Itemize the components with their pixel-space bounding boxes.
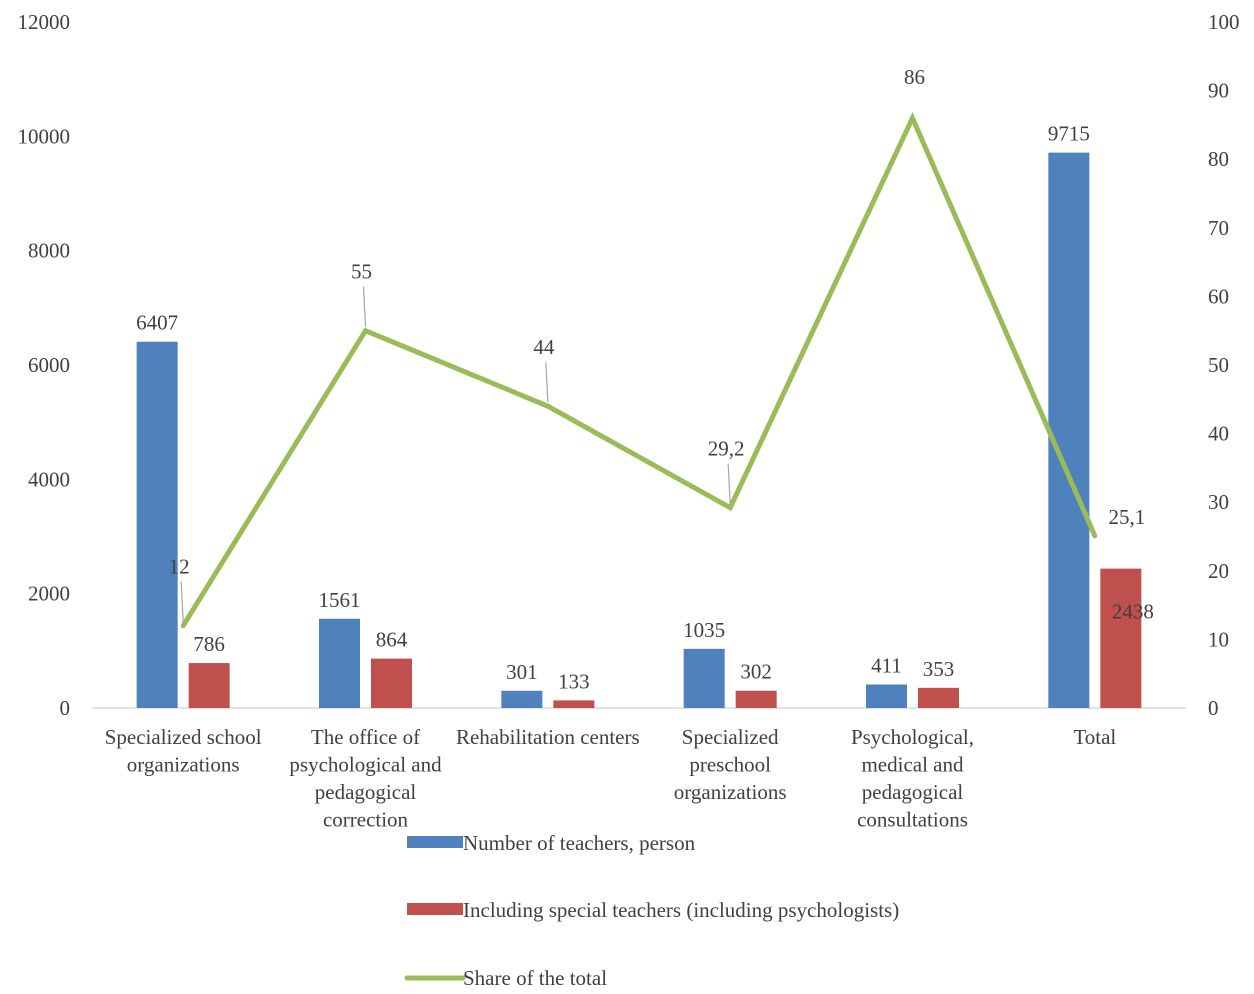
- share-line-path: [180, 111, 1098, 629]
- category-label: The office of psychological and pedagogica…: [289, 725, 442, 832]
- y-right-tick-label: 20: [1208, 559, 1229, 583]
- share-line-point: [911, 116, 914, 120]
- bar-special-teachers: [188, 663, 230, 708]
- bar-special-teachers: [371, 658, 412, 708]
- bar-value-label: 6407: [136, 311, 178, 335]
- category-label: Psychological, medical and pedagogical cons…: [851, 725, 974, 832]
- data-labels: 6407 1561 301 1035 411 9715 786 864 133 302 353 243…: [136, 65, 1154, 693]
- legend-label: Number of teachers, person: [463, 831, 696, 855]
- bar-value-label: 411: [871, 654, 902, 678]
- bar-value-label: 1035: [683, 618, 725, 642]
- bar-value-label: 864: [376, 628, 408, 652]
- bar-teachers: [683, 648, 725, 708]
- legend-label: Including special teachers (including ps…: [463, 898, 899, 922]
- y-left-tick-label: 4000: [28, 467, 70, 491]
- y-right-tick-label: 90: [1208, 79, 1229, 103]
- bar-special-teachers: [735, 690, 777, 708]
- y-right-tick-label: 40: [1208, 422, 1229, 446]
- share-leader-line: [727, 463, 731, 504]
- y-right-tick-label: 70: [1208, 216, 1229, 240]
- category-labels: Specialized school organizations The offic…: [105, 725, 1117, 832]
- y-right-tick-label: 60: [1208, 284, 1229, 308]
- share-value-label: 29,2: [708, 437, 745, 461]
- y-right-tick-label: 30: [1208, 490, 1229, 514]
- bar-special-teachers: [553, 700, 595, 708]
- category-label: Specialized school organizations: [105, 725, 262, 777]
- share-line-point: [364, 329, 367, 333]
- bar-teachers: [1048, 152, 1090, 708]
- y-left-tick-label: 8000: [28, 239, 70, 263]
- share-line-point: [1093, 534, 1097, 538]
- bar-teachers: [866, 684, 907, 708]
- bar-value-label: 9715: [1048, 122, 1090, 146]
- share-leader-line: [362, 286, 367, 327]
- axes: 0 2000 4000 6000 8000 10000 12000 0 10 20 30 40 50 60…: [18, 10, 1240, 720]
- bar-value-label: 1561: [319, 588, 361, 612]
- y-left-tick-label: 10000: [18, 124, 71, 148]
- bar-value-label: 786: [193, 632, 225, 656]
- y-left-tick-label: 0: [60, 696, 71, 720]
- legend-label: Share of the total: [463, 966, 607, 989]
- share-line: [180, 111, 1098, 629]
- y-right-tick-label: 100: [1208, 10, 1240, 34]
- y-right-tick-label: 10: [1208, 627, 1229, 651]
- bar-special-teachers: [1100, 568, 1142, 708]
- share-line-point: [546, 404, 550, 408]
- y-left-tick-label: 2000: [28, 582, 70, 606]
- y-left-tick-label: 6000: [28, 353, 70, 377]
- share-line-point: [181, 624, 185, 628]
- bar-value-label: 133: [558, 669, 590, 693]
- bar-teachers: [501, 690, 543, 708]
- bar-teachers: [319, 618, 360, 708]
- legend: Number of teachers, person Including spec…: [404, 831, 899, 990]
- bar-value-label: 301: [506, 660, 538, 684]
- y-left-tick-label: 12000: [18, 10, 71, 34]
- category-label: Rehabilitation centers: [456, 725, 640, 749]
- share-leader-line: [545, 362, 549, 403]
- legend-swatch: [407, 903, 463, 915]
- share-value-label: 86: [904, 65, 925, 89]
- share-value-label: 55: [351, 260, 372, 284]
- share-line-point: [728, 506, 732, 510]
- bar-special-teachers: [918, 687, 959, 708]
- share-value-label: 12: [169, 555, 190, 579]
- bar-teachers: [136, 341, 178, 708]
- bar-value-label: 353: [923, 657, 955, 681]
- y-right-tick-label: 50: [1208, 353, 1229, 377]
- y-right-tick-label: 80: [1208, 147, 1229, 171]
- share-leader-line: [180, 581, 184, 622]
- bar-value-label: 2438: [1112, 600, 1154, 624]
- category-label: Total: [1073, 725, 1116, 749]
- bar-value-label: 302: [740, 660, 772, 684]
- bars: [136, 152, 1142, 708]
- share-value-label: 25,1: [1108, 505, 1145, 529]
- category-label: Specialized preschool organizations: [674, 725, 787, 804]
- share-value-label: 44: [533, 335, 555, 359]
- legend-swatch: [407, 836, 463, 848]
- y-right-tick-label: 0: [1208, 696, 1219, 720]
